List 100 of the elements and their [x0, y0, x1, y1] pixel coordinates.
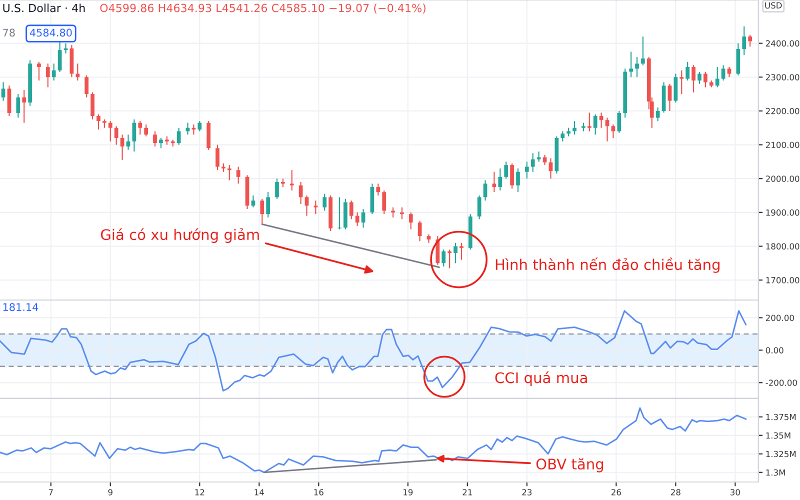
y-tick-label: 2200.00 [766, 108, 800, 114]
annotation: Hình thành nến đảo chiều tăng [496, 258, 720, 273]
candlestick [418, 220, 422, 242]
candlestick [593, 114, 598, 136]
candlestick [721, 64, 726, 82]
candlestick [641, 36, 645, 66]
candlestick [22, 89, 26, 124]
candlestick [90, 92, 94, 120]
line-series [0, 310, 747, 392]
candlestick [138, 120, 142, 136]
candlestick [198, 120, 202, 132]
candlestick [84, 74, 89, 98]
y-tick-label: 2000.00 [766, 176, 800, 182]
annotation: 4584.80 [30, 28, 72, 37]
candlestick [58, 41, 62, 73]
y-tick-label: -200.00 [766, 380, 797, 386]
candlestick [686, 61, 690, 82]
annotation: CCI quá mua [495, 371, 587, 386]
candlestick [454, 242, 458, 264]
candlestick [114, 126, 118, 146]
candlestick [510, 162, 514, 190]
candlestick [120, 134, 124, 161]
candlestick [304, 194, 309, 216]
candlestick [159, 137, 163, 149]
chart-title: U.S. Dollar · 4h [3, 4, 85, 12]
x-tick-label: 7 [48, 489, 53, 496]
candlestick [236, 166, 240, 184]
x-tick-label: 30 [730, 489, 740, 496]
candlestick [314, 200, 318, 215]
line-series [0, 407, 747, 474]
candlestick [674, 73, 678, 104]
y-tick-label: 1700.00 [766, 277, 800, 284]
candlestick [408, 212, 413, 230]
y-tick-label: 200.00 [766, 314, 794, 321]
candlestick [692, 64, 696, 93]
candlestick [144, 124, 148, 137]
candlestick [536, 150, 541, 162]
x-tick-label: 14 [254, 489, 264, 496]
candlestick [572, 120, 576, 136]
candlestick [355, 212, 360, 226]
candlestick [436, 236, 440, 266]
candlestick [748, 34, 752, 48]
x-tick-label: 26 [611, 489, 621, 496]
candlestick [108, 120, 112, 142]
y-tick-label: 1.3M [766, 469, 785, 476]
x-tick-label: 28 [670, 489, 680, 496]
candlestick [1, 82, 6, 102]
candlestick [96, 114, 100, 130]
candlestick [400, 206, 404, 220]
candlestick [251, 194, 256, 208]
candlestick [266, 192, 270, 218]
candlestick [290, 170, 294, 191]
x-tick-label: 23 [522, 489, 532, 496]
candlestick [742, 26, 746, 56]
y-tick-label: 0.00 [766, 347, 784, 354]
x-tick-label: 9 [108, 489, 112, 496]
candlestick [153, 130, 157, 148]
candlestick [656, 107, 660, 122]
y-tick-label: 2400.00 [766, 40, 800, 47]
candlestick [227, 164, 232, 181]
candlestick [483, 180, 488, 202]
candlestick [376, 183, 380, 196]
candlestick [132, 118, 136, 152]
candlestick [52, 63, 56, 82]
candlestick [542, 154, 547, 166]
candlestick [727, 66, 732, 78]
annotation: OBV tăng [536, 458, 604, 472]
y-tick-label: 1.375M [766, 414, 796, 420]
candlestick [560, 130, 565, 142]
candlestick [680, 70, 684, 95]
candlestick [611, 124, 616, 139]
candlestick [37, 61, 41, 82]
x-tick-label: 21 [462, 489, 472, 496]
candlestick [76, 63, 80, 82]
x-tick-label: 19 [404, 489, 413, 496]
candlestick [704, 71, 708, 88]
candlestick [322, 193, 327, 212]
candlestick [530, 152, 535, 172]
candlestick [460, 242, 464, 260]
annotation: 181.14 [3, 303, 38, 312]
candlestick [382, 190, 386, 215]
y-tick-label: 1900.00 [766, 209, 800, 216]
candlestick [391, 206, 395, 218]
annotation: 78 [3, 28, 15, 37]
y-tick-label: 1.325M [766, 450, 796, 458]
candlestick [524, 161, 529, 180]
candlestick [216, 144, 220, 171]
candlestick [46, 63, 50, 88]
candlestick [629, 51, 633, 78]
candlestick [635, 56, 639, 78]
candlestick [715, 66, 720, 88]
y-tick-label: 1.35M [766, 432, 790, 439]
candlestick [587, 112, 592, 132]
candlestick [477, 194, 482, 220]
candlestick [260, 198, 264, 225]
candlestick [176, 127, 181, 146]
y-tick-label: 2100.00 [766, 142, 800, 148]
candlestick [275, 178, 279, 200]
x-tick-label: 12 [195, 489, 204, 496]
y-tick-label: 1800.00 [766, 243, 800, 250]
